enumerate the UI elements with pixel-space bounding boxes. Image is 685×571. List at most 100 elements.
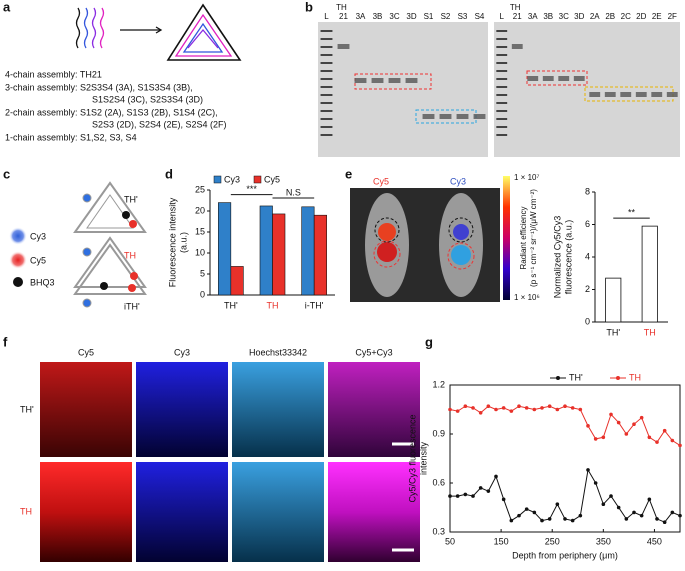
bar bbox=[301, 206, 315, 296]
y-tick-label: 2 bbox=[585, 284, 590, 294]
assembly-line: 3-chain assembly: S2S3S4 (3A), S1S3S4 (3… bbox=[5, 82, 193, 92]
probe-label: iTH' bbox=[124, 301, 140, 311]
point bbox=[563, 517, 567, 521]
lane-label: 2A bbox=[590, 12, 600, 21]
x-tick-label: 450 bbox=[647, 536, 662, 546]
x-tick-label: i-TH' bbox=[305, 300, 324, 310]
point bbox=[578, 513, 583, 518]
ladder-band bbox=[496, 86, 508, 88]
gel-band bbox=[604, 92, 616, 97]
point bbox=[647, 497, 652, 502]
lane-label: 3C bbox=[559, 12, 569, 21]
point bbox=[540, 406, 544, 410]
x-tick-label: 350 bbox=[596, 536, 611, 546]
assembly-list: 4-chain assembly: TH21 3-chain assembly:… bbox=[5, 69, 227, 142]
ladder-band bbox=[496, 118, 508, 120]
lane-label: 3D bbox=[406, 12, 416, 21]
bar bbox=[259, 205, 273, 296]
gel-band bbox=[388, 78, 401, 83]
gel-band bbox=[473, 114, 486, 119]
y-tick-label: 0.6 bbox=[432, 477, 445, 487]
y-tick-label: 5 bbox=[200, 268, 205, 278]
colorbar-max: 1 × 10⁷ bbox=[514, 173, 539, 182]
probe-label: TH' bbox=[124, 194, 138, 204]
point bbox=[601, 435, 606, 440]
point bbox=[448, 494, 452, 498]
x-tick-label: TH' bbox=[224, 300, 238, 310]
bar bbox=[230, 266, 244, 296]
lane-label: 3B bbox=[373, 12, 383, 21]
strand-schematic bbox=[75, 3, 242, 61]
gel bbox=[494, 22, 680, 157]
ladder-band bbox=[320, 102, 333, 104]
point bbox=[509, 409, 514, 413]
point bbox=[647, 435, 652, 440]
panel-label: b bbox=[305, 0, 313, 14]
lane-label: 2E bbox=[652, 12, 662, 21]
point bbox=[532, 407, 537, 412]
gel-band bbox=[422, 114, 435, 119]
point bbox=[494, 474, 498, 479]
legend-label: Cy3 bbox=[224, 174, 240, 184]
point bbox=[586, 424, 590, 428]
ladder-band bbox=[320, 46, 333, 48]
legend-swatch bbox=[213, 175, 222, 184]
roi bbox=[448, 217, 474, 243]
lane-label: 3C bbox=[389, 12, 399, 21]
highlight-box bbox=[354, 73, 432, 90]
panel-label: c bbox=[3, 166, 10, 181]
point bbox=[478, 410, 483, 415]
significance-label: *** bbox=[246, 184, 257, 194]
point bbox=[624, 432, 629, 436]
gel-band bbox=[620, 92, 632, 97]
assembly-line: S2S3 (2D), S2S4 (2E), S2S4 (2F) bbox=[92, 119, 227, 129]
ladder-band bbox=[320, 94, 333, 96]
legend-label: BHQ3 bbox=[30, 277, 55, 287]
point bbox=[517, 404, 521, 409]
y-axis-label: Fluorescence intensity bbox=[167, 197, 177, 287]
point bbox=[532, 510, 537, 515]
lane-label: S2 bbox=[441, 12, 451, 21]
point bbox=[570, 518, 575, 523]
lane-label: 3A bbox=[356, 12, 366, 21]
ladder-band bbox=[320, 78, 333, 80]
point bbox=[494, 407, 498, 412]
legend-label: Cy5 bbox=[264, 174, 280, 184]
roi bbox=[373, 240, 401, 268]
ladder-band bbox=[496, 70, 508, 72]
legend-label: Cy5 bbox=[30, 255, 46, 265]
bar bbox=[218, 202, 232, 296]
colorbar-min: 1 × 10⁶ bbox=[514, 293, 540, 302]
panel-label: a bbox=[3, 0, 11, 14]
row-label: TH bbox=[20, 506, 32, 516]
legend-dot bbox=[556, 376, 560, 380]
legend-label: TH' bbox=[569, 372, 583, 382]
gel-band bbox=[337, 44, 350, 49]
y-tick-label: 10 bbox=[195, 247, 205, 257]
point bbox=[478, 486, 483, 490]
lane-label: 3B bbox=[543, 12, 553, 21]
point bbox=[471, 406, 475, 410]
fluorophores bbox=[82, 193, 138, 308]
y-tick-label: 1.2 bbox=[432, 379, 445, 389]
series-line bbox=[449, 405, 681, 446]
column-header: Cy3 bbox=[174, 347, 190, 357]
gel-band bbox=[558, 76, 570, 81]
assembly-line: S1S2S4 (3C), S2S3S4 (3D) bbox=[92, 94, 203, 104]
gel bbox=[318, 22, 488, 157]
highlight-box bbox=[526, 70, 588, 86]
panel-label: e bbox=[345, 166, 352, 181]
image-label: Cy3 bbox=[450, 176, 466, 186]
colorbar-label: Radiant efficiency bbox=[519, 207, 528, 270]
y-tick-label: 0.9 bbox=[432, 428, 445, 438]
lane-label: L bbox=[324, 12, 329, 21]
point bbox=[555, 407, 560, 412]
gel-band bbox=[542, 76, 554, 81]
ladder-band bbox=[496, 102, 508, 104]
legend-label: Cy3 bbox=[30, 231, 46, 241]
y-axis-label: (a.u.) bbox=[178, 232, 188, 253]
point bbox=[463, 492, 468, 497]
y-axis-label: intensity bbox=[418, 441, 428, 475]
lane-label: S1 bbox=[424, 12, 434, 21]
signal bbox=[453, 224, 469, 240]
